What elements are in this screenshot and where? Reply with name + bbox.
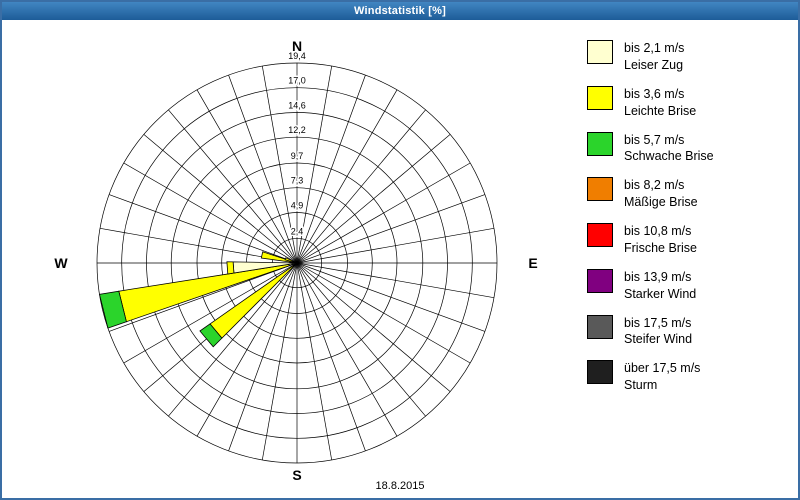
svg-text:19,4: 19,4 [288, 51, 306, 61]
window-titlebar: Windstatistik [%] [2, 2, 798, 20]
svg-text:7,3: 7,3 [291, 176, 304, 186]
svg-text:12,2: 12,2 [288, 125, 306, 135]
window-title: Windstatistik [%] [354, 5, 446, 17]
svg-text:S: S [292, 467, 301, 483]
legend: bis 2,1 m/s Leiser Zug bis 3,6 m/s Leichte … [587, 40, 714, 406]
legend-label: bis 13,9 m/s Starker Wind [624, 269, 697, 301]
legend-label: bis 17,5 m/s Steifer Wind [624, 315, 693, 347]
svg-text:2,4: 2,4 [291, 226, 304, 236]
legend-swatch [587, 131, 613, 156]
date-label: 18.8.2015 [375, 480, 425, 492]
legend-item: bis 2,1 m/s Leiser Zug [587, 40, 714, 74]
legend-label: bis 3,6 m/s Leichte Brise [624, 86, 697, 118]
legend-item: bis 3,6 m/s Leichte Brise [587, 85, 714, 120]
svg-text:17,0: 17,0 [288, 76, 306, 86]
svg-text:N: N [292, 38, 302, 54]
legend-swatch [587, 223, 613, 247]
legend-label: bis 10,8 m/s Frische Brise [624, 224, 697, 255]
legend-item: bis 5,7 m/s Schwache Brise [587, 131, 714, 166]
svg-text:9,7: 9,7 [291, 151, 304, 161]
svg-text:E: E [528, 255, 537, 271]
svg-text:W: W [54, 255, 68, 271]
legend-item: bis 8,2 m/s Mäßige Brise [587, 177, 714, 211]
legend-item: bis 17,5 m/s Steifer Wind [587, 314, 714, 349]
legend-swatch [587, 360, 613, 385]
legend-swatch [587, 177, 613, 202]
legend-swatch [587, 268, 613, 293]
legend-label: bis 2,1 m/s Leiser Zug [624, 41, 685, 72]
legend-swatch [587, 40, 613, 64]
svg-text:4,9: 4,9 [291, 201, 304, 211]
legend-label: bis 8,2 m/s Mäßige Brise [624, 178, 698, 210]
legend-item: bis 13,9 m/s Starker Wind [587, 268, 714, 303]
legend-item: bis 10,8 m/s Frische Brise [587, 223, 714, 257]
legend-label: über 17,5 m/s Sturm [624, 361, 701, 393]
legend-swatch [587, 85, 613, 110]
legend-item: über 17,5 m/s Sturm [587, 360, 714, 394]
legend-label: bis 5,7 m/s Schwache Brise [624, 132, 714, 164]
legend-swatch [587, 314, 613, 339]
svg-text:14,6: 14,6 [288, 101, 306, 111]
